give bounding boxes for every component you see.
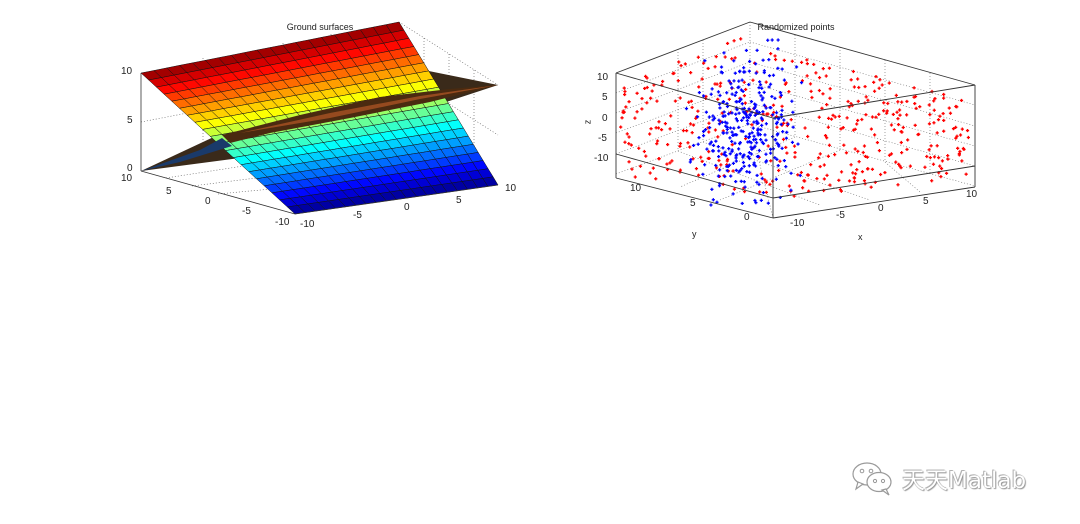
left-y-tick-0: 0	[205, 196, 211, 207]
right-x-tick-5: 5	[923, 196, 929, 207]
right-x-tick-0: 0	[878, 203, 884, 214]
left-z-tick-0: 0	[127, 163, 133, 174]
right-z-label: z	[582, 119, 593, 125]
right-z-tick-0: 0	[602, 113, 608, 124]
left-y-tick-m10: -10	[275, 217, 290, 228]
right-x-tick-10: 10	[966, 189, 978, 200]
left-x-tick-m5: -5	[353, 210, 362, 221]
left-z-tick-5: 5	[127, 115, 133, 126]
left-x-tick-5: 5	[456, 195, 462, 206]
watermark-text: 天天Matlab	[902, 468, 1027, 494]
right-y-label: y	[692, 229, 697, 239]
left-x-tick-m10: -10	[300, 219, 315, 230]
wechat-icon	[852, 462, 892, 496]
right-y-tick-10: 10	[630, 183, 642, 194]
left-y-tick-m5: -5	[242, 206, 251, 217]
right-x-tick-m10: -10	[790, 218, 805, 229]
left-y-tick-10: 10	[121, 173, 133, 184]
right-plot-title: Randomized points	[757, 22, 835, 32]
right-z-tick-m5: -5	[598, 133, 607, 144]
right-y-tick-0: 0	[744, 212, 750, 223]
right-z-tick-10: 10	[597, 72, 609, 83]
right-x-tick-m5: -5	[836, 210, 845, 221]
right-z-tick-5: 5	[602, 92, 608, 103]
left-x-tick-0: 0	[404, 202, 410, 213]
right-z-tick-m10: -10	[594, 153, 609, 164]
left-y-tick-5: 5	[166, 186, 172, 197]
left-plot-title: Ground surfaces	[286, 22, 354, 32]
right-x-label: x	[858, 232, 863, 242]
left-z-tick-10: 10	[121, 66, 133, 77]
left-x-tick-10: 10	[505, 183, 517, 194]
right-y-tick-5: 5	[690, 198, 696, 209]
watermark: 天天Matlab	[848, 458, 1026, 498]
